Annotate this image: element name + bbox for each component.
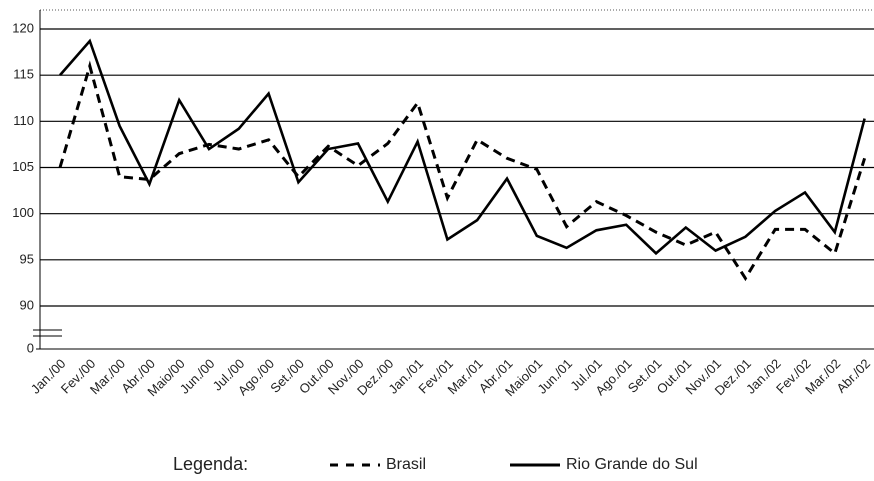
- y-tick-label: 95: [20, 251, 34, 266]
- y-tick-label: 90: [20, 297, 34, 312]
- y-tick-label: 105: [12, 159, 34, 174]
- legend-label: Brasil: [386, 456, 426, 473]
- y-tick-label: 115: [13, 67, 34, 82]
- y-tick-label: 120: [12, 20, 34, 35]
- legend-title: Legenda:: [173, 454, 248, 474]
- line-series: [58, 60, 867, 282]
- legend-label: Rio Grande do Sul: [566, 456, 698, 473]
- line-series: [59, 38, 866, 256]
- x-tick-label: Abr./02: [833, 356, 873, 396]
- y-tick-label: 110: [13, 113, 34, 128]
- y-tick-label: 0: [27, 340, 34, 355]
- y-tick-label: 100: [12, 205, 34, 220]
